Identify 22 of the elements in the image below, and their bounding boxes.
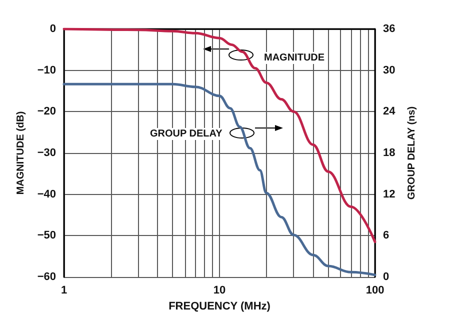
x-tick-label: 10 [213, 284, 226, 296]
y2-tick-label: 24 [383, 106, 396, 118]
y2-tick-label: 6 [383, 230, 390, 242]
y-tick-label: −40 [37, 188, 56, 200]
y2-axis-title: GROUP DELAY (ns) [406, 106, 418, 200]
y2-tick-label: 12 [383, 188, 396, 200]
y-tick-label: 0 [50, 23, 56, 35]
y-tick-label: −30 [37, 147, 56, 159]
y2-tick-label: 18 [383, 147, 396, 159]
y-tick-label: −50 [37, 230, 56, 242]
y2-tick-label: 36 [383, 23, 396, 35]
annotation: MAGNITUDE [264, 52, 325, 64]
x-axis-title: FREQUENCY (MHz) [168, 300, 271, 312]
y-axis-title: MAGNITUDE (dB) [16, 111, 26, 195]
y2-tick-label: 30 [383, 64, 396, 76]
y-tick-label: −60 [37, 271, 56, 283]
y-tick-label: −10 [37, 64, 56, 76]
y-tick-label: −20 [37, 106, 56, 118]
y2-tick-label: 0 [383, 271, 390, 283]
annotation: GROUP DELAY [150, 128, 223, 140]
x-tick-label: 100 [366, 284, 384, 296]
x-tick-label: 1 [60, 284, 68, 296]
